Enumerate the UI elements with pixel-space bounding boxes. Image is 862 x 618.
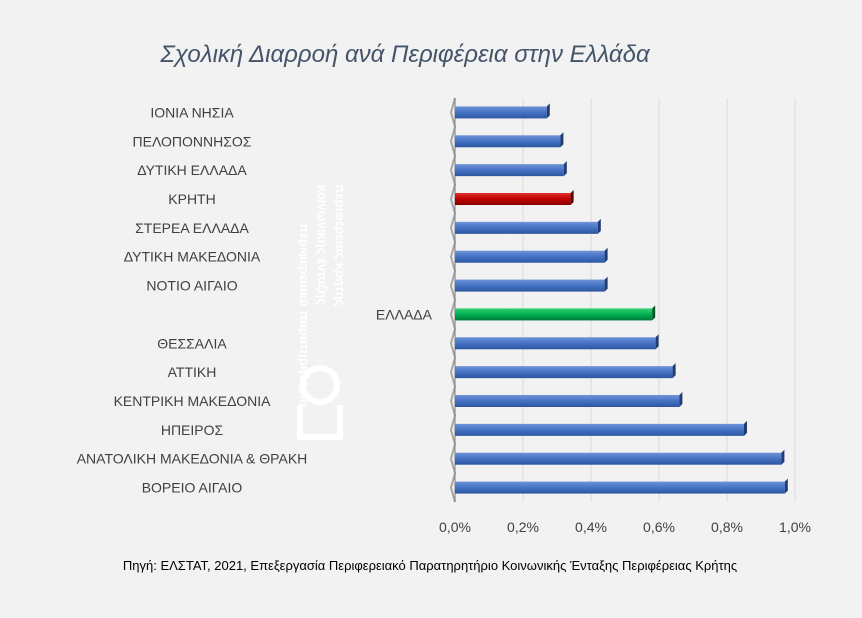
bar-end xyxy=(781,449,785,465)
bar-face xyxy=(455,481,785,494)
category-label: ΑΤΤΙΚΗ xyxy=(168,364,217,380)
watermark-line-2: κοινωνικής ένταξης xyxy=(315,185,330,305)
category-labels: ΙΟΝΙΑ ΝΗΣΙΑ ΠΕΛΟΠΟΝΝΗΣΟΣ ΔΥΤΙΚΗ ΕΛΛΑΔΑ ΚΡΗΤ… xyxy=(77,104,433,495)
category-label: ΒΟΡΕΙΟ ΑΙΓΑΙΟ xyxy=(142,480,243,496)
bar-end xyxy=(604,276,608,292)
source-note: Πηγή: ΕΛΣΤΑΤ, 2021, Επεξεργασία Περιφερε… xyxy=(123,558,737,573)
bar-end xyxy=(563,161,567,177)
bar xyxy=(455,392,683,407)
bar-end xyxy=(652,305,656,321)
bar-face xyxy=(455,423,744,436)
category-label: ΘΕΣΣΑΛΙΑ xyxy=(157,335,227,351)
watermark-logo: περιφερειακό παρατηρητήριο κοινωνικής έν… xyxy=(297,184,348,440)
category-label: ΠΕΛΟΠΟΝΝΗΣΟΣ xyxy=(133,133,252,149)
bar-face xyxy=(455,135,561,148)
watermark-line-3: περιφέρειας κρήτης xyxy=(333,184,348,307)
bar-end xyxy=(570,190,574,205)
x-tick-label: 0,2% xyxy=(507,519,539,535)
bar xyxy=(455,478,788,494)
bars xyxy=(455,103,788,494)
watermark-emblem-icon xyxy=(297,365,343,440)
bar xyxy=(455,218,601,234)
bar xyxy=(455,363,676,379)
bar-end xyxy=(597,218,601,234)
bar xyxy=(455,334,659,350)
x-tick-label: 0,8% xyxy=(711,519,743,535)
x-tick-label: 1,0% xyxy=(779,519,811,535)
bar-end xyxy=(604,247,608,263)
bar-end xyxy=(546,103,550,119)
bar-face xyxy=(455,106,547,119)
category-label: ΑΝΑΤΟΛΙΚΗ ΜΑΚΕΔΟΝΙΑ & ΘΡΑΚΗ xyxy=(77,451,308,467)
bar-face xyxy=(455,366,673,379)
bar-end xyxy=(679,392,683,407)
bar xyxy=(455,449,785,465)
bar xyxy=(455,190,574,205)
x-tick-label: 0,0% xyxy=(439,519,471,535)
bar-end xyxy=(655,334,659,350)
bar-end xyxy=(744,420,747,436)
bar xyxy=(455,276,608,292)
bar-end xyxy=(784,478,788,494)
watermark-line-1: περιφερειακό παρατηρητήριο xyxy=(297,223,312,407)
y-axis-wall xyxy=(449,97,457,503)
category-label: ΚΡΗΤΗ xyxy=(168,191,215,207)
bar xyxy=(455,132,564,148)
category-label: ΔΥΤΙΚΗ ΕΛΛΑΔΑ xyxy=(137,162,247,178)
chart-title: Σχολική Διαρροή ανά Περιφέρεια στην Ελλά… xyxy=(159,41,651,68)
bar-end xyxy=(560,132,564,148)
category-label: ΗΠΕΙΡΟΣ xyxy=(161,422,224,438)
x-tick-labels: 0,0% 0,2% 0,4% 0,6% 0,8% 1,0% xyxy=(439,519,811,535)
bar-face xyxy=(455,337,656,350)
bar-face xyxy=(455,221,598,234)
bar-end xyxy=(672,363,676,379)
bar xyxy=(455,247,608,263)
category-label: ΔΥΤΙΚΗ ΜΑΚΕΔΟΝΙΑ xyxy=(124,249,261,265)
category-label: ΕΛΛΑΔΑ xyxy=(376,306,433,322)
bar-face xyxy=(455,164,564,177)
category-label: ΚΕΝΤΡΙΚΗ ΜΑΚΕΔΟΝΙΑ xyxy=(114,393,272,409)
x-tick-label: 0,4% xyxy=(575,519,607,535)
category-label: ΣΤΕΡΕΑ ΕΛΛΑΔΑ xyxy=(135,220,249,236)
bar xyxy=(455,161,567,177)
category-label: ΙΟΝΙΑ ΝΗΣΙΑ xyxy=(150,104,234,120)
axis-wall-edge xyxy=(449,97,457,503)
bar-face xyxy=(455,308,653,321)
gridlines xyxy=(454,98,796,502)
bar-face xyxy=(455,193,571,205)
bar-face xyxy=(455,395,680,407)
category-label: ΝΟΤΙΟ ΑΙΓΑΙΟ xyxy=(146,278,237,294)
bar-face xyxy=(455,452,782,465)
bar xyxy=(455,305,656,321)
bar-face xyxy=(455,279,605,292)
bar xyxy=(455,103,550,119)
bar xyxy=(455,420,747,436)
x-tick-label: 0,6% xyxy=(643,519,675,535)
bar-face xyxy=(455,250,605,263)
